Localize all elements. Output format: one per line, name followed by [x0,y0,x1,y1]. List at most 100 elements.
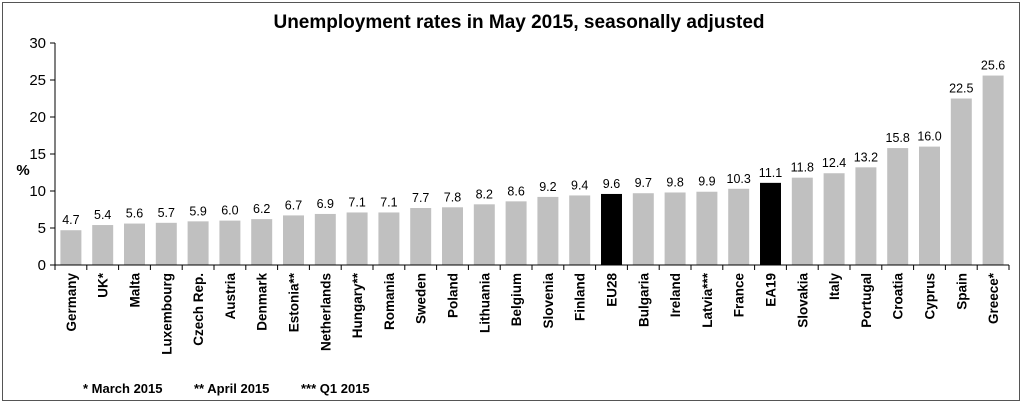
value-label: 9.4 [571,178,588,192]
category-label: EA19 [764,273,779,307]
category-label: EU28 [605,273,620,307]
category-label: Malta [128,273,143,308]
value-label: 7.1 [380,195,397,209]
bar-italy [823,173,845,265]
value-label: 7.1 [348,195,365,209]
bar-spain [950,98,972,265]
bar-chart: Unemployment rates in May 2015, seasonal… [16,12,1010,396]
category-label: Greece* [986,272,1001,324]
bar-latvia [696,191,718,265]
value-label: 6.0 [221,204,238,218]
y-tick-label: 0 [38,257,46,274]
bar-luxembourg [155,222,177,265]
footnotes: * March 2015 ** April 2015 *** Q1 2015 [83,381,370,396]
value-label: 11.1 [759,166,782,180]
category-label: Belgium [509,273,524,326]
axes [54,43,1010,270]
y-tick-label: 15 [29,146,46,163]
category-label: Germany [64,273,79,332]
category-label: Slovenia [541,273,556,329]
footnote: ** April 2015 [194,381,269,396]
bar-slovakia [791,177,813,265]
category-label: Croatia [891,273,906,320]
chart-frame: Unemployment rates in May 2015, seasonal… [2,2,1020,401]
value-label: 11.8 [791,161,814,175]
category-label: Bulgaria [636,273,651,328]
value-label: 12.4 [822,156,846,170]
bar-slovenia [537,196,559,265]
bar-greece [982,75,1004,265]
bar-poland [442,207,463,265]
footnote: *** Q1 2015 [301,381,370,396]
bar-cyprus [919,146,940,265]
category-label: Cyprus [923,273,938,320]
category-label: Austria [223,273,238,320]
value-label: 5.9 [189,204,206,218]
category-label: Finland [573,273,588,321]
bar-uk [92,225,114,265]
value-label: 22.5 [949,82,973,96]
bar-malta [124,223,145,265]
value-label: 9.7 [635,176,652,190]
category-label: Sweden [414,273,429,324]
bar-finland [569,195,591,265]
category-label: Slovakia [795,273,810,328]
bar-belgium [505,201,527,265]
category-label: France [732,273,747,318]
category-label: Netherlands [318,273,333,351]
value-labels: 4.7 5.4 5.6 5.7 5.9 6.0 6.2 6.7 6.9 7.1 7.1 7.7 7.8 8… [62,59,1005,228]
value-label: 9.8 [666,175,683,189]
bars [60,75,1004,265]
category-label: Poland [446,273,461,318]
bar-romania [378,212,400,265]
category-label: Hungary** [350,272,365,338]
value-label: 4.7 [62,213,79,227]
value-label: 16.0 [917,130,941,144]
value-label: 9.9 [698,175,715,189]
bar-sweden [410,208,432,265]
category-label: Luxembourg [159,273,174,355]
category-label: Czech Rep. [191,273,206,346]
y-tick-label: 30 [29,35,46,52]
bar-hungary [346,212,368,265]
value-label: 7.7 [412,191,429,205]
category-label: Latvia*** [700,272,715,328]
y-tick-label: 5 [38,220,46,237]
bar-croatia [887,148,909,265]
value-label: 9.6 [603,177,620,191]
value-label: 6.2 [253,202,270,216]
value-label: 8.2 [476,187,493,201]
category-labels: Germany UK* Malta Luxembourg Czech Rep. Austr… [64,272,1001,355]
value-label: 13.2 [854,150,878,164]
category-label: Ireland [668,273,683,317]
bar-austria [219,220,241,265]
y-tick-label: 20 [29,109,46,126]
value-label: 6.7 [285,198,302,212]
y-tick-label: 10 [29,183,46,200]
value-label: 5.6 [126,207,143,221]
bar-denmark [251,219,273,265]
category-label: Spain [954,273,969,310]
footnote: * March 2015 [83,381,163,396]
bar-eu28 [601,193,622,265]
bar-ireland [664,192,686,265]
value-label: 15.8 [886,131,910,145]
y-axis-label: % [16,162,29,179]
category-label: Portugal [859,273,874,328]
bar-france [728,188,750,265]
value-label: 6.9 [317,197,334,211]
bar-germany [60,230,82,265]
bar-estonia [283,215,304,265]
value-label: 9.2 [539,180,556,194]
category-label: Estonia** [287,272,302,332]
chart-title: Unemployment rates in May 2015, seasonal… [273,12,764,33]
value-label: 7.8 [444,190,461,204]
value-label: 5.4 [94,208,111,222]
category-label: Italy [827,273,842,301]
bar-portugal [855,167,877,265]
y-tick-label: 25 [29,72,46,89]
value-label: 10.3 [727,172,751,186]
category-label: Lithuania [477,273,492,333]
value-label: 5.7 [158,206,175,220]
bar-netherlands [314,213,336,265]
